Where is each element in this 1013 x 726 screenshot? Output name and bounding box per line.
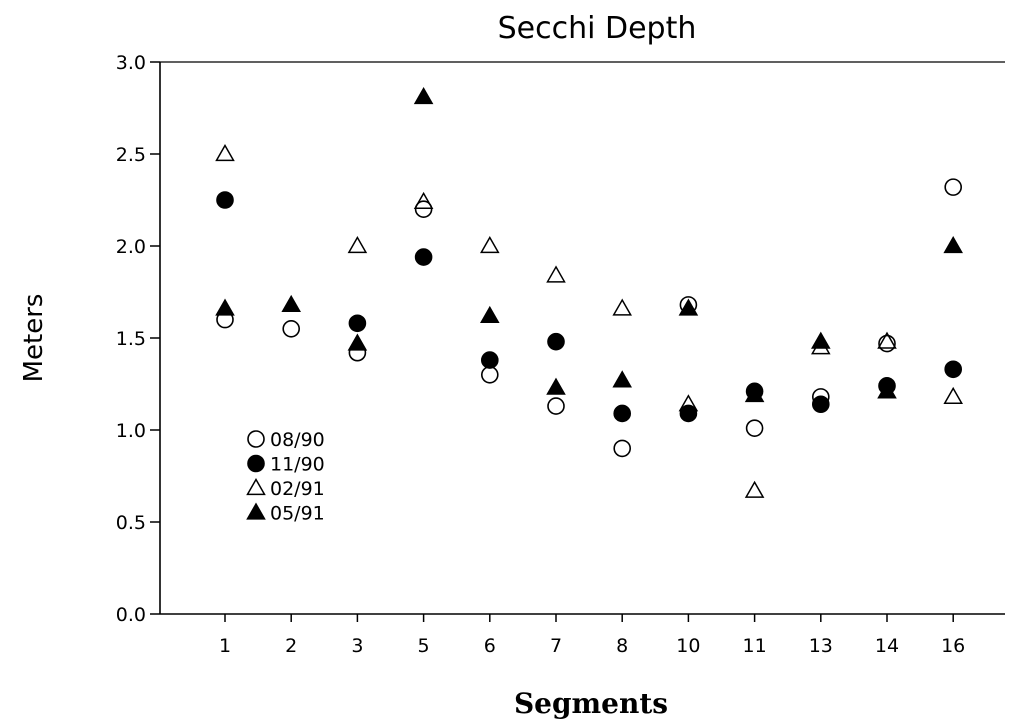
point-series-3 <box>217 146 234 161</box>
x-axis-ticks: 1 2 3 5 6 7 8 10 11 13 14 16 <box>219 614 965 657</box>
data-points <box>217 88 962 497</box>
y-tick-label: 3.0 <box>116 52 146 74</box>
point-series-4 <box>217 300 234 315</box>
point-series-4 <box>945 238 962 253</box>
point-series-2 <box>945 361 961 377</box>
x-tick-label: 14 <box>875 635 899 657</box>
point-series-1 <box>283 321 299 337</box>
legend-marker-4 <box>248 504 265 519</box>
point-series-3 <box>746 482 763 497</box>
y-tick-label: 1.5 <box>116 328 146 350</box>
x-tick-label: 13 <box>809 635 833 657</box>
point-series-2 <box>614 405 630 421</box>
legend-label: 02/91 <box>270 478 325 500</box>
y-tick-label: 2.0 <box>116 236 146 258</box>
x-tick-label: 2 <box>285 635 297 657</box>
chart-title: Secchi Depth <box>498 11 697 46</box>
point-series-2 <box>813 396 829 412</box>
y-axis-ticks: 0.0 0.5 1.0 1.5 2.0 2.5 3.0 <box>116 52 160 626</box>
point-series-4 <box>283 296 300 311</box>
legend-label: 11/90 <box>270 454 325 476</box>
point-series-1 <box>548 398 564 414</box>
x-tick-label: 5 <box>418 635 430 657</box>
legend-marker-3 <box>248 480 265 495</box>
point-series-2 <box>416 249 432 265</box>
point-series-4 <box>548 379 565 394</box>
point-series-2 <box>349 315 365 331</box>
point-series-4 <box>614 372 631 387</box>
point-series-2 <box>217 192 233 208</box>
y-tick-label: 0.0 <box>116 604 146 626</box>
point-series-1 <box>747 420 763 436</box>
point-series-1 <box>614 440 630 456</box>
legend-label: 08/90 <box>270 429 325 451</box>
point-series-1 <box>482 367 498 383</box>
x-tick-label: 3 <box>351 635 363 657</box>
point-series-2 <box>548 334 564 350</box>
x-tick-label: 16 <box>941 635 965 657</box>
x-tick-label: 10 <box>676 635 700 657</box>
point-series-3 <box>945 388 962 403</box>
point-series-2 <box>482 352 498 368</box>
y-tick-label: 2.5 <box>116 144 146 166</box>
point-series-3 <box>548 267 565 282</box>
y-tick-label: 1.0 <box>116 420 146 442</box>
point-series-3 <box>481 238 498 253</box>
point-series-4 <box>481 307 498 322</box>
x-tick-label: 6 <box>484 635 496 657</box>
point-series-2 <box>680 405 696 421</box>
point-series-3 <box>349 238 366 253</box>
point-series-1 <box>945 179 961 195</box>
x-tick-label: 7 <box>550 635 562 657</box>
legend-label: 05/91 <box>270 503 325 525</box>
point-series-3 <box>614 300 631 315</box>
legend-marker-1 <box>248 431 264 447</box>
x-tick-label: 11 <box>743 635 767 657</box>
x-axis-label: Segments <box>514 687 668 720</box>
x-tick-label: 8 <box>616 635 628 657</box>
point-series-4 <box>415 88 432 103</box>
x-tick-label: 1 <box>219 635 231 657</box>
y-axis-label: Meters <box>19 294 49 383</box>
point-series-4 <box>349 335 366 350</box>
y-tick-label: 0.5 <box>116 512 146 534</box>
point-series-4 <box>812 333 829 348</box>
legend-marker-2 <box>248 456 264 472</box>
